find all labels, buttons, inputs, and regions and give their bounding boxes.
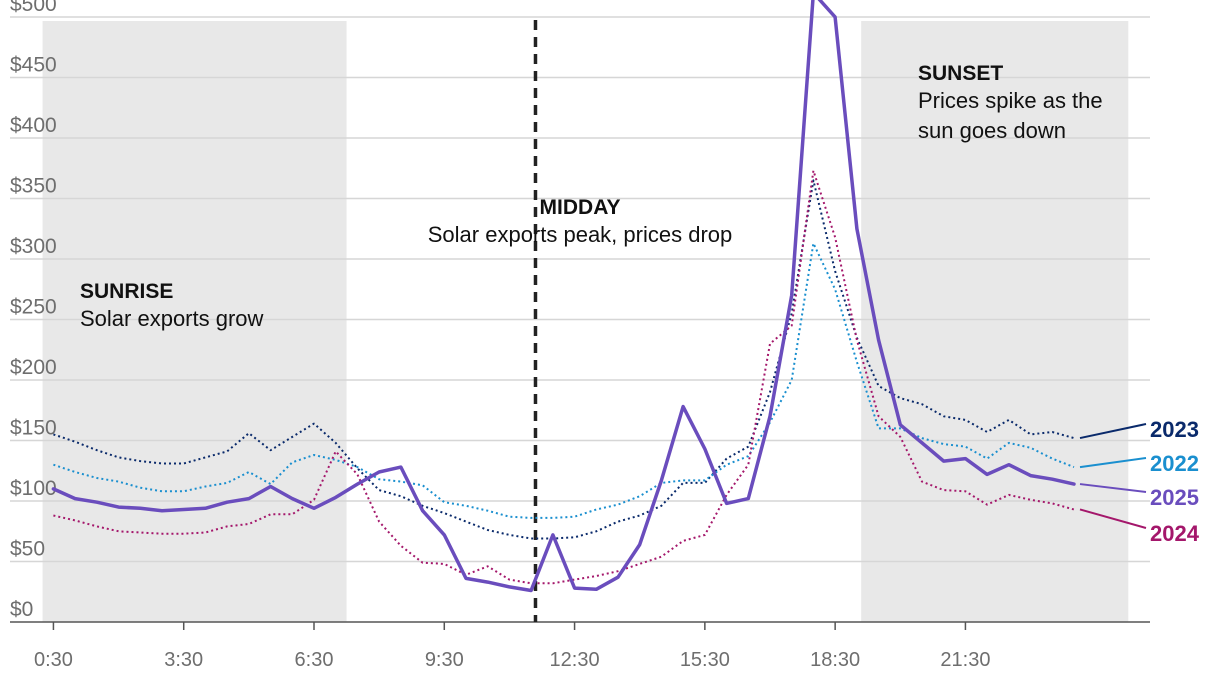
x-tick-label: 21:30 bbox=[940, 649, 990, 671]
midday-text: Solar exports peak, prices drop bbox=[428, 222, 733, 247]
legend-connector-2024 bbox=[1079, 508, 1147, 529]
shaded-region-night-morning bbox=[42, 21, 347, 622]
series-line-2024 bbox=[53, 169, 1075, 585]
y-tick-label: $150 bbox=[10, 417, 57, 440]
sunrise-heading: SUNRISE bbox=[80, 280, 173, 303]
midday-heading: MIDDAY bbox=[540, 196, 621, 219]
shaded-region-night-evening bbox=[861, 21, 1129, 622]
x-tick-label: 15:30 bbox=[680, 649, 730, 671]
x-tick-label: 12:30 bbox=[550, 649, 600, 671]
legend-connector-2025 bbox=[1079, 483, 1147, 493]
x-tick-label: 0:30 bbox=[34, 649, 73, 671]
legend-connector-2022 bbox=[1079, 457, 1147, 469]
y-tick-label: $400 bbox=[10, 114, 57, 137]
series-line-2025 bbox=[51, 0, 1076, 593]
x-tick-label: 9:30 bbox=[425, 649, 464, 671]
x-tick-label: 18:30 bbox=[810, 649, 860, 671]
y-axis-tick-labels: $0 $50 $100 $150 $200 $250 $300 $350 $400 $450 $50… bbox=[10, 0, 57, 621]
y-tick-label: $450 bbox=[10, 54, 57, 77]
legend-layer: 2023 2022 2025 2024 bbox=[1079, 417, 1200, 546]
y-tick-label: $100 bbox=[10, 477, 57, 500]
sunrise-text: Solar exports grow bbox=[80, 306, 264, 331]
y-tick-label: $250 bbox=[10, 296, 57, 319]
y-tick-label: $300 bbox=[10, 235, 57, 258]
legend-connector-2023 bbox=[1079, 423, 1147, 440]
legend-label-2025: 2025 bbox=[1150, 485, 1199, 510]
sunset-text-line-2: sun goes down bbox=[918, 118, 1066, 143]
legend-label-2023: 2023 bbox=[1150, 417, 1199, 442]
series-line-2023 bbox=[53, 179, 1075, 540]
series-lines-layer bbox=[51, 0, 1076, 593]
gridlines-layer bbox=[10, 16, 1150, 623]
x-axis-tick-labels: 0:30 3:30 6:30 9:30 12:30 15:30 18:30 21:30 bbox=[34, 622, 990, 671]
y-tick-label: $350 bbox=[10, 175, 57, 198]
y-tick-label: $0 bbox=[10, 598, 33, 621]
legend-label-2024: 2024 bbox=[1150, 521, 1200, 546]
sunset-heading: SUNSET bbox=[918, 62, 1003, 85]
x-tick-label: 3:30 bbox=[164, 649, 203, 671]
sunset-text-line-1: Prices spike as the bbox=[918, 88, 1103, 113]
y-tick-label: $200 bbox=[10, 356, 57, 379]
y-tick-label: $500 bbox=[10, 0, 57, 16]
y-tick-label: $50 bbox=[10, 538, 45, 561]
night-shading-layer bbox=[42, 21, 1129, 622]
x-tick-label: 6:30 bbox=[295, 649, 334, 671]
legend-label-2022: 2022 bbox=[1150, 451, 1199, 476]
